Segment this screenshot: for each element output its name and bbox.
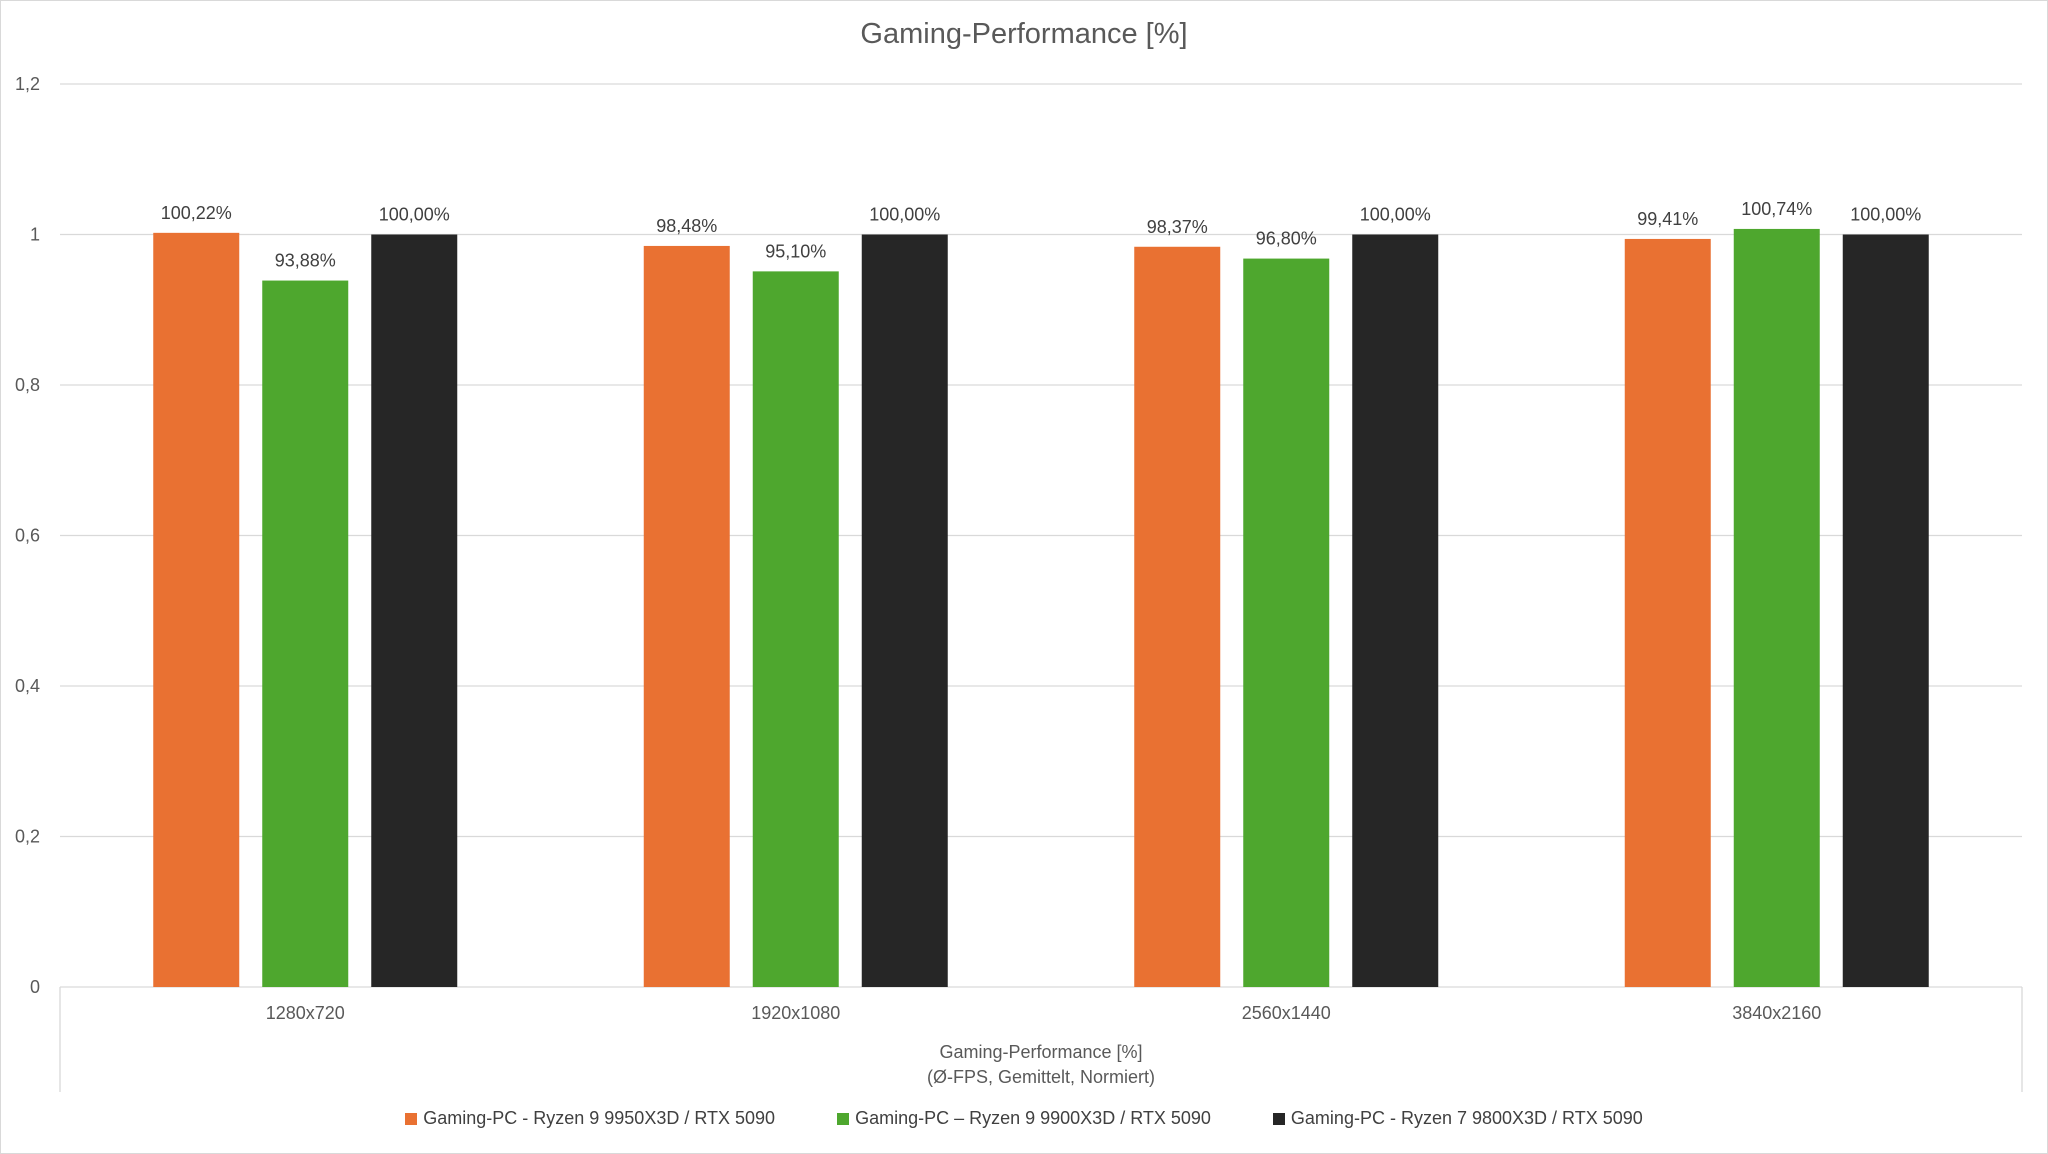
bar xyxy=(1134,246,1221,987)
legend-swatch xyxy=(837,1112,850,1125)
bar xyxy=(752,271,839,987)
x-tick-label: 2560x1440 xyxy=(1242,1003,1331,1023)
y-tick-label: 1 xyxy=(30,225,40,245)
x-tick-label: 1280x720 xyxy=(266,1003,345,1023)
data-label: 100,00% xyxy=(379,205,450,225)
legend-item: Gaming-PC – Ryzen 9 9900X3D / RTX 5090 xyxy=(837,1108,1211,1129)
y-tick-label: 0,8 xyxy=(15,375,40,395)
legend-swatch xyxy=(1272,1112,1285,1125)
bar xyxy=(861,234,948,987)
data-label: 95,10% xyxy=(765,241,826,261)
data-label: 100,00% xyxy=(869,205,940,225)
data-label: 99,41% xyxy=(1637,209,1698,229)
bar xyxy=(643,245,730,988)
x-tick-label: 1920x1080 xyxy=(751,1003,840,1023)
data-label: 98,48% xyxy=(656,216,717,236)
y-tick-label: 0,6 xyxy=(15,526,40,546)
bar xyxy=(153,232,240,988)
data-label: 93,88% xyxy=(275,251,336,271)
legend-label: Gaming-PC – Ryzen 9 9900X3D / RTX 5090 xyxy=(855,1108,1211,1128)
x-tick-label: 3840x2160 xyxy=(1732,1003,1821,1023)
data-label: 100,74% xyxy=(1741,199,1812,219)
bar xyxy=(1733,228,1820,987)
data-label: 100,00% xyxy=(1850,205,1921,225)
legend-swatch xyxy=(405,1112,418,1125)
y-tick-label: 0,2 xyxy=(15,827,40,847)
bar xyxy=(1842,234,1929,987)
chart-title: Gaming-Performance [%] xyxy=(860,18,1188,50)
x-axis-title: Gaming-Performance [%] xyxy=(939,1042,1142,1062)
bar xyxy=(1624,238,1711,987)
x-axis-subtitle: (Ø-FPS, Gemittelt, Normiert) xyxy=(927,1067,1155,1087)
data-label: 96,80% xyxy=(1256,229,1317,249)
y-tick-label: 0,4 xyxy=(15,676,40,696)
data-label: 98,37% xyxy=(1147,217,1208,237)
legend-label: Gaming-PC - Ryzen 9 9950X3D / RTX 5090 xyxy=(423,1108,776,1128)
legend-label: Gaming-PC - Ryzen 7 9800X3D / RTX 5090 xyxy=(1290,1108,1643,1128)
bar xyxy=(1352,234,1439,987)
chart-legend: Gaming-PC - Ryzen 9 9950X3D / RTX 5090 Ga… xyxy=(0,1108,2048,1129)
legend-item: Gaming-PC - Ryzen 9 9950X3D / RTX 5090 xyxy=(405,1108,775,1129)
data-label: 100,22% xyxy=(161,203,232,223)
bar xyxy=(1243,258,1330,988)
bar xyxy=(371,234,458,987)
bar xyxy=(262,280,349,988)
data-label: 100,00% xyxy=(1360,205,1431,225)
y-tick-label: 1,2 xyxy=(15,74,40,94)
y-tick-label: 0 xyxy=(30,977,40,997)
legend-item: Gaming-PC - Ryzen 7 9800X3D / RTX 5090 xyxy=(1272,1108,1643,1129)
